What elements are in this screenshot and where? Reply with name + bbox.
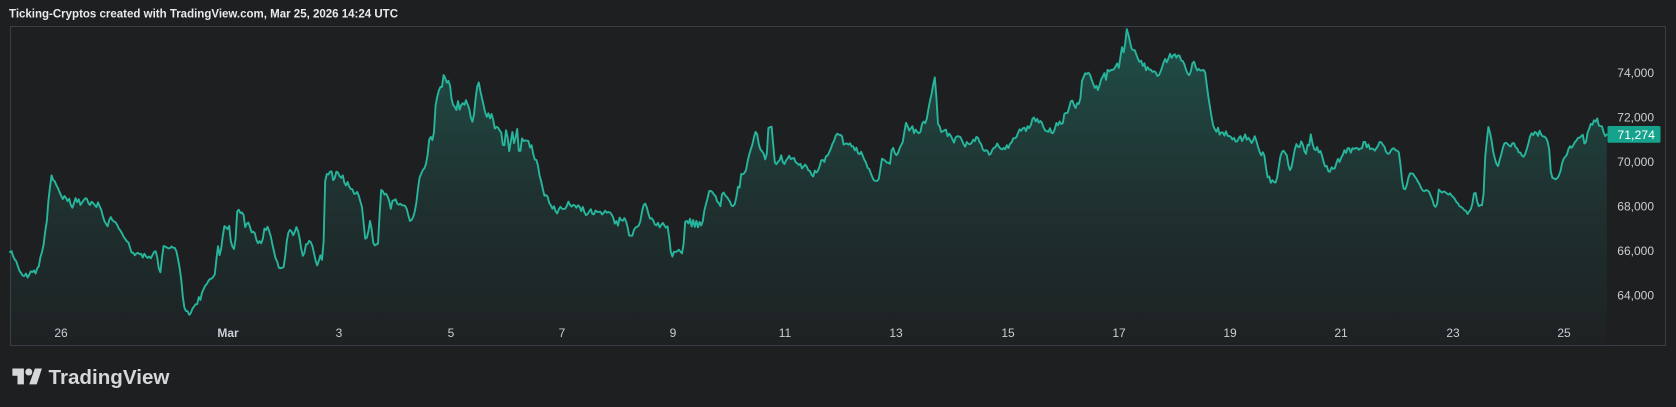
svg-text:9: 9 [670,326,677,340]
svg-text:15: 15 [1001,326,1015,340]
svg-text:74,000: 74,000 [1617,66,1654,80]
svg-text:66,000: 66,000 [1617,244,1654,258]
svg-text:Ticking-Cryptos created with T: Ticking-Cryptos created with TradingView… [9,9,398,21]
svg-text:64,000: 64,000 [1617,288,1654,302]
svg-text:3: 3 [336,326,343,340]
svg-text:25: 25 [1557,326,1571,340]
svg-text:23: 23 [1446,326,1460,340]
svg-text:72,000: 72,000 [1617,110,1654,124]
svg-text:TradingView: TradingView [49,366,171,389]
svg-text:19: 19 [1223,326,1237,340]
svg-text:26: 26 [54,326,68,340]
svg-text:5: 5 [448,326,455,340]
svg-text:68,000: 68,000 [1617,199,1654,213]
svg-text:11: 11 [779,326,792,340]
svg-text:70,000: 70,000 [1617,155,1654,169]
svg-text:17: 17 [1112,326,1126,340]
svg-text:Mar: Mar [217,326,239,340]
svg-text:71,274: 71,274 [1617,128,1655,142]
svg-text:21: 21 [1334,326,1348,340]
svg-text:7: 7 [559,326,566,340]
svg-text:13: 13 [889,326,903,340]
